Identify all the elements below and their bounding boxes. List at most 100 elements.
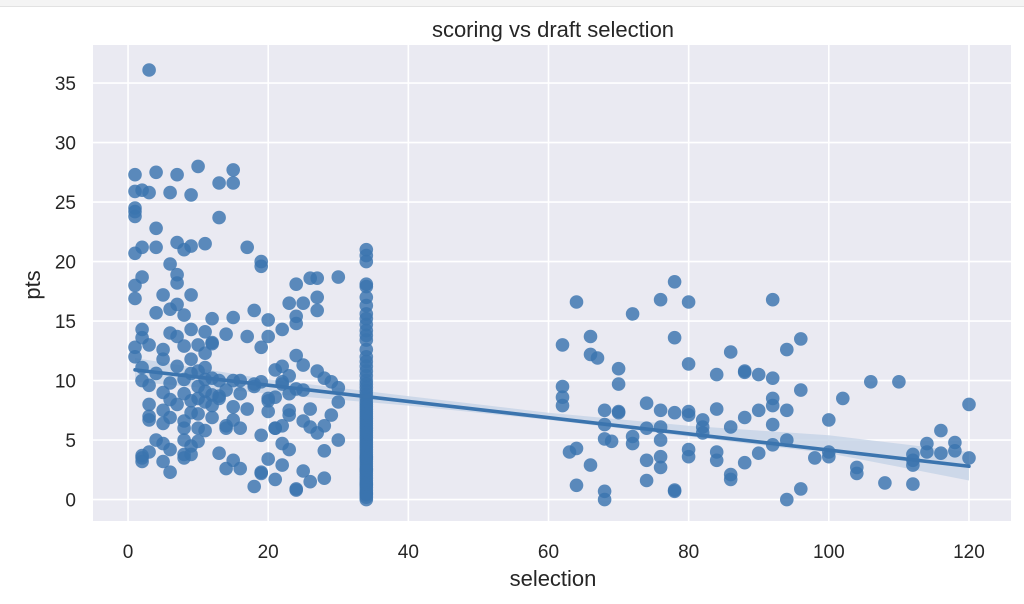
scatter-point (794, 332, 808, 346)
scatter-point (191, 391, 205, 406)
scatter-point (247, 303, 261, 318)
scatter-point (170, 397, 184, 412)
scatter-point (163, 185, 177, 200)
scatter-point (177, 414, 191, 428)
scatter-point (934, 423, 948, 438)
scatter-point (156, 342, 170, 357)
scatter-point (247, 479, 261, 494)
scatter-point (737, 365, 752, 380)
notebook-cell-border (0, 0, 1024, 7)
scatter-point (254, 259, 268, 274)
scatter-point (751, 367, 766, 382)
scatter-point (864, 375, 878, 389)
scatter-point (191, 434, 205, 449)
scatter-point (275, 322, 290, 337)
scatter-point (723, 345, 738, 359)
scatter-point (611, 377, 626, 391)
y-tick-label: 30 (55, 134, 76, 155)
scatter-point (156, 352, 170, 367)
scatter-point (808, 451, 822, 465)
scatter-point (639, 473, 654, 488)
scatter-point (205, 410, 219, 425)
scatter-point (212, 446, 226, 461)
scatter-point (128, 291, 142, 306)
scatter-point (128, 278, 142, 293)
scatter-point (892, 375, 906, 389)
scatter-point (948, 444, 962, 458)
scatter-point (212, 391, 226, 406)
scatter-points (128, 63, 976, 507)
x-tick-label: 80 (678, 542, 699, 563)
y-tick-label: 35 (55, 74, 76, 95)
scatter-point (198, 423, 212, 438)
scatter-point (303, 402, 318, 416)
scatter-point (163, 376, 177, 390)
scatter-point (723, 420, 738, 434)
scatter-point (583, 329, 598, 344)
scatter-point (184, 447, 198, 462)
scatter-point (709, 367, 724, 382)
scatter-point (191, 159, 205, 174)
scatter-point (555, 398, 570, 413)
scatter-point (653, 403, 668, 418)
x-tick-label: 60 (538, 542, 559, 563)
y-axis-label: pts (20, 270, 45, 299)
scatter-point (261, 452, 276, 466)
y-tick-label: 20 (55, 253, 76, 274)
scatter-point (625, 436, 640, 451)
scatter-point (296, 464, 311, 478)
scatter-point (275, 359, 290, 374)
scatter-point (296, 358, 311, 372)
scatter-point (359, 463, 374, 477)
scatter-point (240, 329, 254, 344)
scatter-point (878, 476, 892, 490)
scatter-point (765, 292, 780, 307)
scatter-point (289, 316, 304, 331)
scatter-point (583, 458, 598, 472)
scatter-point (597, 492, 612, 507)
scatter-point (240, 402, 254, 416)
scatter-point (128, 246, 142, 261)
scatter-point (324, 408, 339, 422)
scatter-point (331, 433, 346, 447)
chart-title: scoring vs draft selection (432, 17, 674, 42)
scatter-point (170, 297, 184, 312)
scatter-point (765, 398, 780, 413)
y-tick-label: 5 (65, 431, 76, 452)
scatter-point (135, 451, 149, 465)
scatter-point (226, 310, 240, 325)
scatter-point (920, 445, 934, 459)
y-tick-label: 15 (55, 312, 76, 333)
y-tick-label: 10 (55, 372, 76, 393)
scatter-point (359, 477, 374, 491)
scatter-point (822, 413, 836, 427)
scatter-point (639, 453, 654, 468)
scatter-point (149, 240, 163, 255)
scatter-point (184, 288, 198, 302)
scatter-point (149, 165, 163, 180)
scatter-point (310, 426, 325, 440)
scatter-point (359, 279, 374, 294)
scatter-point (289, 348, 304, 363)
scatter-point (170, 359, 184, 374)
scatter-point (142, 185, 156, 200)
scatter-point (359, 254, 374, 269)
scatter-point (850, 466, 864, 481)
scatter-point (261, 404, 276, 419)
scatter-point (212, 176, 226, 190)
scatter-point (751, 403, 766, 418)
scatter-point (128, 167, 142, 182)
scatter-point (198, 236, 212, 251)
scatter-point (268, 421, 283, 436)
scatter-point (310, 303, 325, 318)
scatter-point (177, 339, 191, 353)
scatter-point (555, 338, 570, 352)
scatter-point (191, 407, 205, 421)
scatter-point (198, 360, 212, 375)
scatter-point (142, 397, 156, 412)
scatter-point (934, 446, 948, 461)
x-tick-label: 0 (123, 542, 134, 563)
scatter-point (163, 442, 177, 457)
scatter-point (604, 434, 619, 449)
scatter-point (282, 408, 297, 422)
